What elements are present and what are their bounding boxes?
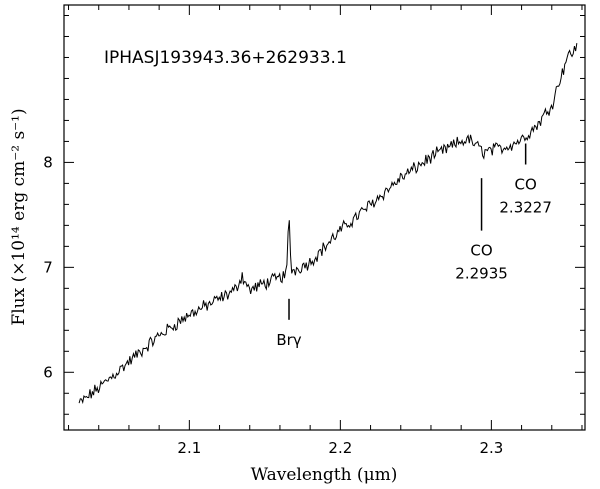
x-axis-minor-ticks: [68, 5, 583, 430]
annotation-sublabel: 2.2935: [455, 265, 508, 283]
chart-title: IPHASJ193943.36+262933.1: [104, 48, 347, 68]
y-axis-major-ticks: [64, 161, 585, 373]
x-tick-label: 2.1: [177, 439, 201, 457]
line-annotations: Brγ CO 2.2935 CO 2.3227: [276, 143, 552, 349]
spectrum-line: [78, 43, 578, 405]
y-axis-minor-ticks: [64, 14, 585, 415]
annotation-label: CO: [470, 242, 492, 260]
y-tick-label: 6: [43, 363, 53, 381]
y-tick-label: 8: [43, 153, 53, 171]
y-tick-label: 7: [43, 258, 53, 276]
annotation-sublabel: 2.3227: [499, 199, 552, 217]
x-tick-label: 2.3: [479, 439, 503, 457]
x-axis-major-ticks: [188, 5, 492, 430]
x-axis-tick-labels: 2.1 2.2 2.3: [177, 439, 503, 457]
y-axis-label: Flux (×10¹⁴ erg cm⁻² s⁻¹): [9, 108, 29, 325]
plot-frame: [63, 4, 586, 431]
y-axis-tick-labels: 6 7 8: [43, 153, 53, 381]
x-tick-label: 2.2: [328, 439, 352, 457]
x-axis-label: Wavelength (μm): [251, 465, 398, 485]
annotation-label: CO: [515, 176, 537, 194]
annotation-label: Brγ: [276, 331, 301, 349]
